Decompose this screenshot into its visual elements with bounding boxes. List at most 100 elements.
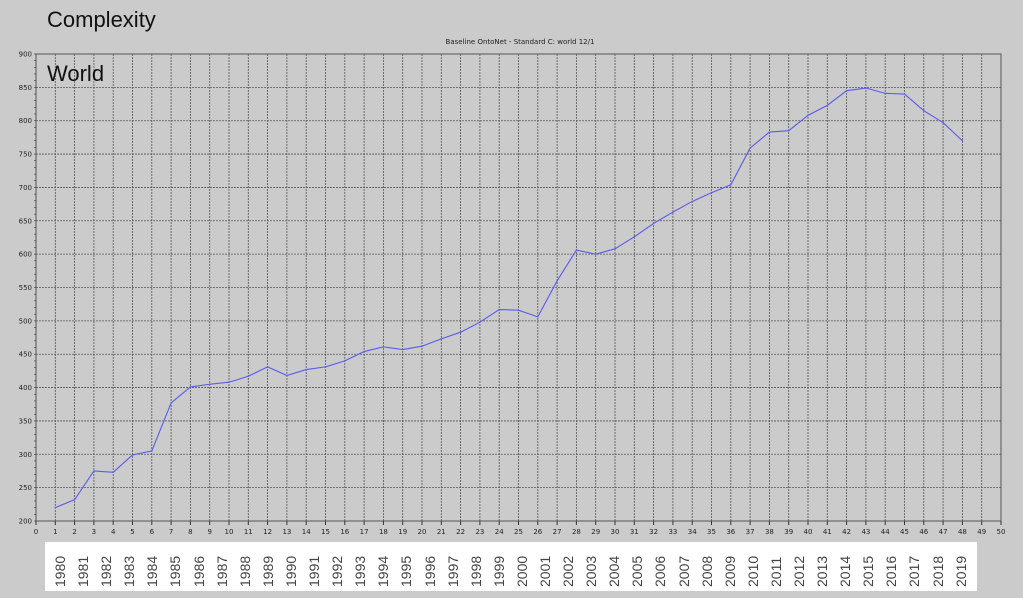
- y-tick-label: 400: [19, 384, 32, 392]
- data-point: [517, 309, 520, 311]
- x-tick-label: 15: [321, 528, 330, 536]
- year-label: 2012: [791, 555, 807, 587]
- x-tick-label: 43: [861, 528, 870, 536]
- y-tick-label: 700: [19, 184, 32, 192]
- data-point: [788, 130, 790, 132]
- data-point: [421, 345, 423, 347]
- year-label: 1987: [213, 555, 230, 587]
- x-tick-label: 24: [495, 528, 504, 536]
- year-label: 2005: [629, 555, 646, 587]
- data-point: [730, 184, 732, 186]
- x-tick-label: 6: [150, 528, 155, 536]
- y-tick-label: 300: [19, 451, 32, 459]
- y-tick-label: 800: [19, 117, 32, 125]
- x-tick-label: 28: [572, 528, 581, 536]
- x-tick-label: 11: [244, 528, 253, 536]
- year-label: 2003: [583, 555, 600, 587]
- chart-title: Baseline OntoNet - Standard C: world 12/…: [445, 38, 595, 46]
- x-tick-label: 33: [668, 528, 677, 536]
- year-label: 1997: [444, 555, 461, 587]
- x-tick-label: 16: [340, 528, 349, 536]
- data-point: [653, 222, 655, 225]
- year-label: 2008: [698, 555, 715, 587]
- data-point: [595, 253, 597, 255]
- x-tick-label: 29: [591, 528, 600, 536]
- data-point: [131, 454, 134, 456]
- year-label: 1984: [144, 555, 161, 587]
- year-label: 2014: [837, 555, 854, 587]
- year-label: 2015: [860, 555, 877, 587]
- y-tick-label: 250: [19, 484, 32, 492]
- year-label: 1991: [306, 555, 323, 587]
- year-labels-strip: 1980 1981 1982 1983 1984 1985 1986 1987 1988 1989…: [45, 542, 977, 591]
- x-tick-label: 50: [997, 528, 1006, 536]
- x-tick-label: 41: [823, 528, 832, 536]
- data-point: [363, 350, 365, 353]
- x-tick-label: 4: [111, 528, 116, 536]
- x-tick-label: 34: [688, 528, 697, 536]
- x-tick-label: 2: [72, 528, 76, 536]
- data-point: [807, 114, 809, 116]
- x-tick-label: 21: [437, 528, 446, 536]
- data-point: [189, 386, 191, 388]
- year-label: 2002: [560, 555, 577, 587]
- year-label: 1985: [167, 555, 184, 587]
- data-point: [479, 321, 481, 323]
- data-point: [537, 316, 539, 318]
- y-tick-label: 600: [19, 251, 32, 259]
- x-tick-label: 3: [92, 528, 96, 536]
- year-label: 2011: [767, 556, 784, 587]
- data-point: [54, 507, 56, 509]
- x-tick-label: 18: [379, 528, 388, 536]
- data-point: [903, 93, 906, 95]
- x-tick-label: 27: [553, 528, 562, 536]
- x-tick-label: 7: [169, 528, 173, 536]
- x-tick-label: 8: [188, 528, 192, 536]
- x-tick-label: 5: [130, 528, 134, 536]
- y-tick-label: 850: [19, 84, 32, 92]
- data-point: [151, 450, 153, 452]
- x-tick-label: 40: [804, 528, 813, 536]
- data-point: [93, 470, 95, 472]
- data-point: [633, 236, 635, 238]
- y-tick-label: 550: [19, 284, 32, 292]
- data-point: [74, 499, 76, 501]
- data-point: [344, 360, 346, 362]
- data-point: [267, 366, 269, 368]
- data-point: [498, 308, 500, 311]
- x-tick-label: 30: [611, 528, 620, 536]
- data-point: [884, 92, 886, 94]
- x-tick-label: 14: [302, 528, 311, 536]
- year-label: 2019: [952, 555, 969, 587]
- x-tick-label: 35: [707, 528, 716, 536]
- x-tick-label: 31: [630, 528, 639, 536]
- year-label: 2010: [744, 555, 761, 587]
- line-chart: 0 1 2 3 4 5 6 7 8 9 10 11 12 13 14 15 16 17 18 19 20 21 22 23 24…: [19, 51, 1006, 537]
- data-point: [209, 383, 211, 385]
- x-tick-label: 13: [282, 528, 291, 536]
- data-point: [672, 211, 674, 213]
- x-tick-label: 19: [398, 528, 407, 536]
- data-point: [575, 249, 578, 251]
- year-label: 2017: [906, 555, 923, 587]
- year-label: 1992: [329, 555, 346, 587]
- x-tick-label: 1: [53, 528, 57, 536]
- data-point: [286, 374, 288, 377]
- data-point: [440, 338, 442, 340]
- x-tick-label: 36: [726, 528, 735, 536]
- y-tick-label: 750: [19, 151, 32, 159]
- y-tick-label: 200: [19, 518, 32, 526]
- year-label: 1982: [98, 555, 115, 587]
- year-label: 1990: [282, 555, 299, 587]
- data-point: [460, 331, 462, 333]
- year-label: 1995: [398, 555, 415, 587]
- data-point: [768, 131, 771, 133]
- x-tick-label: 45: [900, 528, 909, 536]
- data-point: [691, 200, 693, 203]
- x-tick-label: 20: [418, 528, 427, 536]
- y-tick-label: 350: [19, 417, 32, 425]
- data-point: [228, 381, 230, 383]
- year-label: 2004: [606, 555, 623, 587]
- year-label: 1993: [352, 555, 369, 587]
- x-tick-label: 39: [784, 528, 793, 536]
